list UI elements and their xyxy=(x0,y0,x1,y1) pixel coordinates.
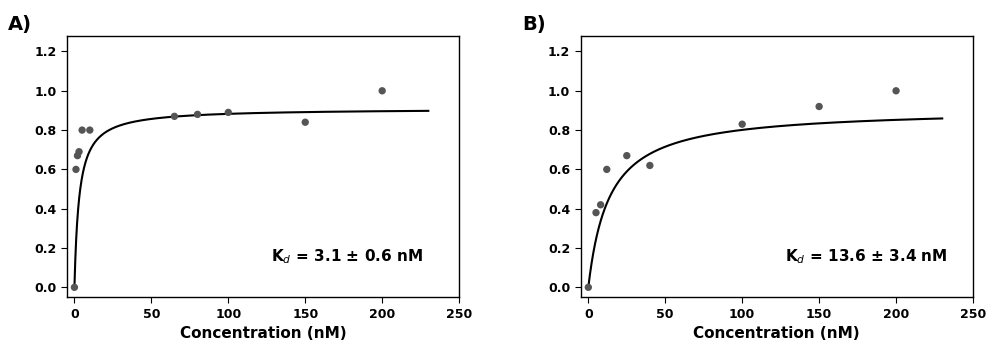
Text: K$_d$ = 13.6 ± 3.4 nM: K$_d$ = 13.6 ± 3.4 nM xyxy=(785,247,947,266)
Point xyxy=(888,88,904,94)
Point xyxy=(166,114,182,119)
X-axis label: Concentration (nM): Concentration (nM) xyxy=(180,326,346,341)
Point xyxy=(297,119,313,125)
Point xyxy=(71,149,87,154)
Point xyxy=(68,166,84,172)
Point xyxy=(74,127,90,133)
X-axis label: Concentration (nM): Concentration (nM) xyxy=(693,326,860,341)
Point xyxy=(374,88,390,94)
Point xyxy=(811,104,827,109)
Point xyxy=(619,153,635,158)
Point xyxy=(190,111,206,117)
Point xyxy=(66,284,82,290)
Point xyxy=(220,110,236,115)
Text: K$_d$ = 3.1 ± 0.6 nM: K$_d$ = 3.1 ± 0.6 nM xyxy=(271,247,423,266)
Point xyxy=(593,202,609,208)
Point xyxy=(580,284,596,290)
Point xyxy=(599,166,615,172)
Point xyxy=(642,163,658,168)
Point xyxy=(734,121,750,127)
Text: B): B) xyxy=(522,15,545,34)
Text: A): A) xyxy=(8,15,32,34)
Point xyxy=(588,210,604,215)
Point xyxy=(70,153,86,158)
Point xyxy=(82,127,98,133)
